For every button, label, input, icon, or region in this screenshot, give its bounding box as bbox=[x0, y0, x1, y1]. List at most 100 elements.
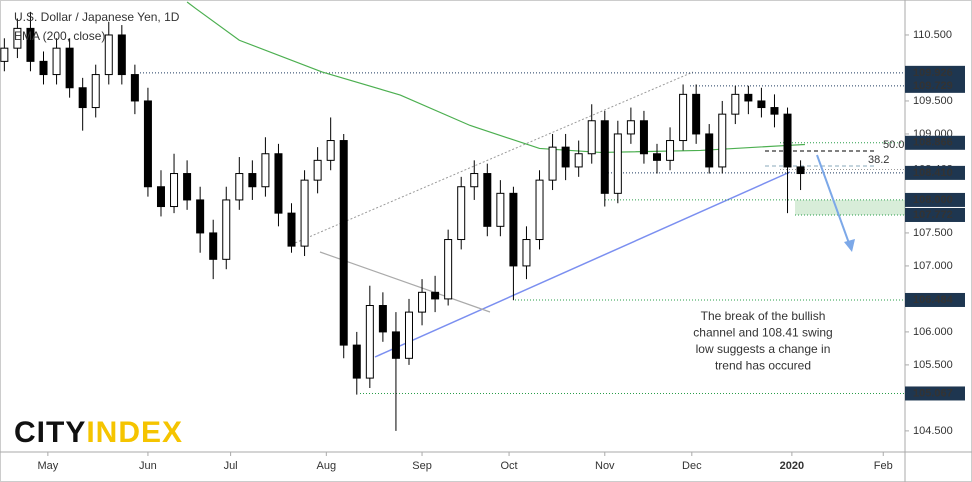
subtitle: EMA (200, close) bbox=[14, 29, 105, 43]
candle-body bbox=[470, 173, 479, 188]
level-label: 105.067 bbox=[913, 387, 953, 399]
candle-body bbox=[378, 305, 387, 333]
arrow-head bbox=[844, 239, 855, 252]
candle-body bbox=[130, 74, 139, 102]
x-tick-label: Sep bbox=[412, 460, 432, 472]
x-tick-label: Dec bbox=[682, 460, 702, 472]
candle-body bbox=[261, 153, 270, 188]
candle-body bbox=[313, 159, 322, 181]
candle-body bbox=[196, 199, 205, 234]
candle-body bbox=[52, 47, 61, 76]
candle-body bbox=[796, 166, 805, 175]
candle-body bbox=[496, 192, 505, 227]
y-tick-label: 104.500 bbox=[913, 425, 953, 437]
level-label: 108.000 bbox=[913, 194, 953, 206]
level-label: 109.926 bbox=[913, 67, 953, 79]
candle-body bbox=[117, 34, 126, 76]
level-label: 109.729 bbox=[913, 80, 953, 92]
candle-body bbox=[326, 140, 335, 161]
candle-body bbox=[587, 120, 596, 155]
candle-body bbox=[574, 153, 583, 168]
candle-body bbox=[522, 239, 531, 267]
candle-body bbox=[65, 47, 74, 89]
level-label: 108.866 bbox=[913, 137, 953, 149]
candle-body bbox=[705, 133, 714, 168]
candle-body bbox=[600, 120, 609, 194]
candle-body bbox=[561, 146, 570, 168]
candle-body bbox=[104, 34, 113, 76]
candle-body bbox=[666, 140, 675, 161]
arrow bbox=[816, 154, 851, 247]
x-tick-label: 2020 bbox=[780, 460, 804, 472]
x-tick-label: Nov bbox=[595, 460, 615, 472]
y-tick-label: 107.500 bbox=[913, 227, 953, 239]
level-box bbox=[905, 292, 965, 307]
annotation: low suggests a change in bbox=[696, 342, 831, 356]
fib-label: 38.2 bbox=[868, 154, 889, 166]
candle-body bbox=[339, 140, 348, 346]
level-box bbox=[905, 135, 965, 150]
marks bbox=[0, 1, 905, 431]
y-tick-label: 105.500 bbox=[913, 359, 953, 371]
level-box bbox=[905, 78, 965, 93]
candle-body bbox=[143, 100, 152, 188]
candle-body bbox=[718, 113, 727, 168]
candle-body bbox=[692, 93, 701, 135]
candle-body bbox=[626, 120, 635, 135]
zone bbox=[795, 199, 905, 215]
candle-body bbox=[639, 120, 648, 155]
y-tick-label: 109.500 bbox=[913, 95, 953, 107]
candle-body bbox=[391, 331, 400, 359]
candle-body bbox=[0, 47, 9, 62]
channel-upper bbox=[287, 71, 694, 247]
candle-body bbox=[770, 107, 779, 115]
candle-body bbox=[13, 27, 22, 49]
level-box bbox=[905, 65, 965, 80]
annotation: The break of the bullish bbox=[701, 309, 826, 323]
x-tick-label: May bbox=[37, 460, 58, 472]
candle-body bbox=[222, 199, 231, 260]
candle-body bbox=[535, 179, 544, 241]
candle-body bbox=[365, 305, 374, 379]
candle-body bbox=[679, 93, 688, 142]
candle-body bbox=[431, 291, 440, 300]
candle-body bbox=[783, 113, 792, 168]
fib-label: 50.0 bbox=[883, 139, 904, 151]
x-tick-label: Jun bbox=[139, 460, 157, 472]
candle-body bbox=[731, 93, 740, 115]
level-box bbox=[905, 207, 965, 222]
candle-body bbox=[509, 192, 518, 267]
candle-body bbox=[287, 212, 296, 247]
logo-city: CITY bbox=[14, 416, 86, 449]
candle-body bbox=[91, 74, 100, 109]
candle-body bbox=[418, 291, 427, 313]
candle-body bbox=[209, 232, 218, 260]
candle-body bbox=[404, 311, 413, 359]
candle-body bbox=[652, 153, 661, 161]
level-label: 107.772 bbox=[913, 209, 953, 221]
candle-body bbox=[457, 186, 466, 241]
candle-body bbox=[300, 179, 309, 247]
candle-body bbox=[613, 133, 622, 194]
trend-line bbox=[319, 251, 491, 313]
candle-body bbox=[248, 173, 257, 188]
logo: CITYINDEX bbox=[14, 416, 183, 449]
logo-index: INDEX bbox=[86, 416, 183, 449]
x-tick-label: Feb bbox=[874, 460, 893, 472]
ema-line bbox=[186, 1, 805, 154]
y-tick-label: 110.500 bbox=[913, 29, 952, 41]
candle-body bbox=[39, 60, 48, 76]
candle-body bbox=[170, 173, 179, 208]
candle-body bbox=[548, 146, 557, 181]
candle-body bbox=[235, 173, 244, 201]
candle-body bbox=[274, 153, 283, 214]
candle-body bbox=[744, 93, 753, 102]
candle-body bbox=[483, 173, 492, 227]
x-tick-label: Jul bbox=[224, 460, 238, 472]
candle-body bbox=[78, 87, 87, 109]
annotation: channel and 108.41 swing bbox=[693, 326, 832, 340]
candle-body bbox=[26, 27, 35, 62]
